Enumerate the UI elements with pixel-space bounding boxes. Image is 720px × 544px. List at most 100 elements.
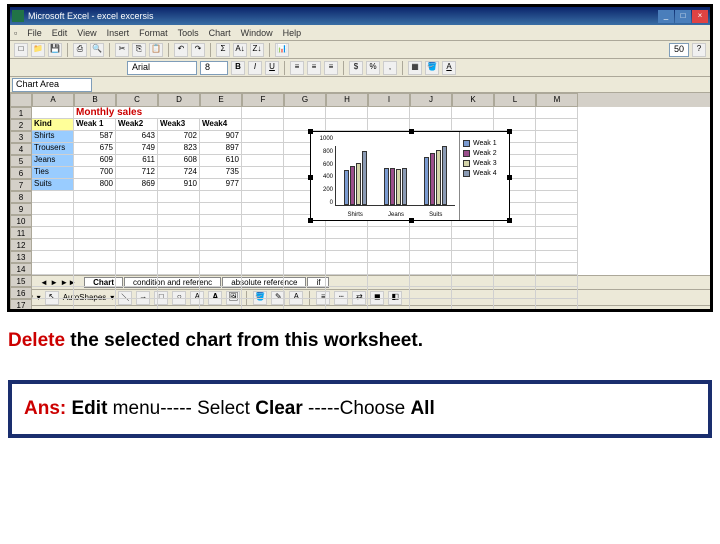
cell[interactable] [410, 263, 452, 275]
cell[interactable] [74, 275, 116, 287]
comma-icon[interactable]: , [383, 61, 397, 75]
cell[interactable] [116, 191, 158, 203]
sort-asc-icon[interactable]: A↓ [233, 43, 247, 57]
sum-icon[interactable]: Σ [216, 43, 230, 57]
column-header[interactable]: K [452, 93, 494, 107]
cell[interactable]: 910 [158, 179, 200, 191]
cell[interactable] [284, 119, 326, 131]
preview-icon[interactable]: 🔍 [90, 43, 104, 57]
cell[interactable]: 800 [74, 179, 116, 191]
font-color-icon[interactable]: A [442, 61, 456, 75]
zoom-dropdown[interactable]: 50 [669, 43, 689, 57]
cell[interactable] [284, 287, 326, 299]
cell[interactable] [242, 179, 284, 191]
cell[interactable] [452, 107, 494, 119]
cell[interactable] [242, 227, 284, 239]
cell[interactable]: Weak4 [200, 119, 242, 131]
cut-icon[interactable]: ✂ [115, 43, 129, 57]
italic-icon[interactable]: I [248, 61, 262, 75]
cell[interactable] [158, 251, 200, 263]
menu-tools[interactable]: Tools [178, 28, 199, 38]
cell[interactable] [368, 227, 410, 239]
cell[interactable]: Shirts [32, 131, 74, 143]
cell[interactable] [326, 287, 368, 299]
cell[interactable] [536, 275, 578, 287]
cell[interactable]: 608 [158, 155, 200, 167]
cell[interactable]: 823 [158, 143, 200, 155]
cell[interactable]: 977 [200, 179, 242, 191]
cell[interactable] [242, 143, 284, 155]
menu-help[interactable]: Help [283, 28, 302, 38]
column-header[interactable]: B [74, 93, 116, 107]
column-header[interactable]: A [32, 93, 74, 107]
cell[interactable]: 869 [116, 179, 158, 191]
cell[interactable] [200, 215, 242, 227]
sort-desc-icon[interactable]: Z↓ [250, 43, 264, 57]
cell[interactable] [284, 227, 326, 239]
cell[interactable] [452, 227, 494, 239]
cell[interactable]: Weak2 [116, 119, 158, 131]
cell[interactable]: Trousers [32, 143, 74, 155]
chart-icon[interactable]: 📊 [275, 43, 289, 57]
cell[interactable] [200, 191, 242, 203]
font-dropdown[interactable]: Arial [127, 61, 197, 75]
cell[interactable] [74, 251, 116, 263]
cell[interactable] [368, 107, 410, 119]
cell[interactable] [200, 227, 242, 239]
cell[interactable]: Kind [32, 119, 74, 131]
cell[interactable] [368, 239, 410, 251]
save-icon[interactable]: 💾 [48, 43, 62, 57]
column-header[interactable]: J [410, 93, 452, 107]
cell[interactable] [242, 215, 284, 227]
menu-view[interactable]: View [77, 28, 96, 38]
cell[interactable] [452, 263, 494, 275]
cell[interactable]: 700 [74, 167, 116, 179]
cell[interactable] [284, 107, 326, 119]
redo-icon[interactable]: ↷ [191, 43, 205, 57]
cell[interactable]: 712 [116, 167, 158, 179]
row-header[interactable]: 14 [10, 263, 32, 275]
cell[interactable] [242, 239, 284, 251]
cell[interactable] [452, 239, 494, 251]
cell[interactable]: Weak3 [158, 119, 200, 131]
cell[interactable] [32, 191, 74, 203]
row-header[interactable]: 13 [10, 251, 32, 263]
cell[interactable] [536, 143, 578, 155]
cell[interactable] [242, 275, 284, 287]
cell[interactable]: 702 [158, 131, 200, 143]
cell[interactable]: 610 [200, 155, 242, 167]
row-header[interactable]: 10 [10, 215, 32, 227]
cell[interactable] [116, 251, 158, 263]
cell[interactable] [536, 179, 578, 191]
cell[interactable] [368, 263, 410, 275]
align-left-icon[interactable]: ≡ [290, 61, 304, 75]
cell[interactable] [494, 263, 536, 275]
fill-color-icon[interactable]: 🪣 [425, 61, 439, 75]
column-header[interactable]: M [536, 93, 578, 107]
menu-chart[interactable]: Chart [209, 28, 231, 38]
cell[interactable]: 897 [200, 143, 242, 155]
column-header[interactable]: I [368, 93, 410, 107]
undo-icon[interactable]: ↶ [174, 43, 188, 57]
cell[interactable] [74, 287, 116, 299]
copy-icon[interactable]: ⎘ [132, 43, 146, 57]
cell[interactable] [242, 107, 284, 119]
row-header[interactable]: 4 [10, 143, 32, 155]
row-header[interactable]: 15 [10, 275, 32, 287]
cell[interactable] [74, 203, 116, 215]
cell[interactable] [536, 119, 578, 131]
row-header[interactable]: 5 [10, 155, 32, 167]
cell[interactable] [326, 251, 368, 263]
cell[interactable] [410, 107, 452, 119]
cell[interactable] [242, 131, 284, 143]
open-icon[interactable]: 📁 [31, 43, 45, 57]
bold-icon[interactable]: B [231, 61, 245, 75]
currency-icon[interactable]: $ [349, 61, 363, 75]
cell[interactable]: 587 [74, 131, 116, 143]
cell[interactable] [326, 107, 368, 119]
column-header[interactable]: G [284, 93, 326, 107]
cell[interactable] [200, 251, 242, 263]
maximize-button[interactable]: □ [675, 10, 691, 23]
cell[interactable] [368, 251, 410, 263]
column-header[interactable]: H [326, 93, 368, 107]
